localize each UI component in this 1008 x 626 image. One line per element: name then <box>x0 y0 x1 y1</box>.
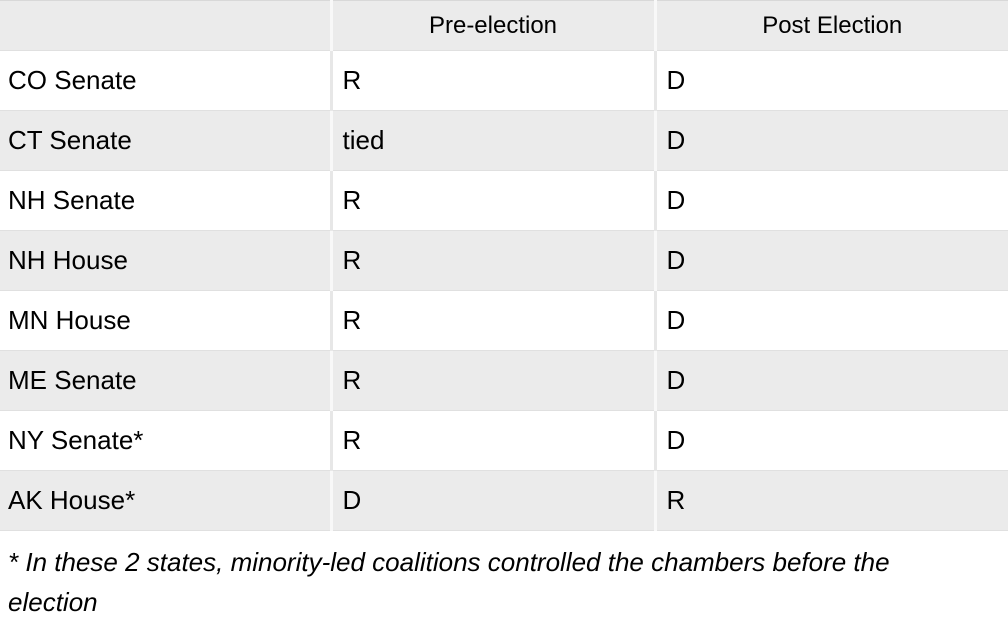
table-row: NH House R D <box>0 230 1008 291</box>
pre-election-cell: D <box>329 470 655 531</box>
pre-election-cell: R <box>329 290 655 351</box>
table-footnote: * In these 2 states, minority-led coalit… <box>8 547 890 617</box>
post-election-cell: D <box>653 170 1008 231</box>
header-row: Pre-election Post Election <box>0 0 1008 51</box>
pre-election-cell: R <box>329 50 655 111</box>
post-election-cell: D <box>653 50 1008 111</box>
table-body: CO Senate R D CT Senate tied D NH Senate… <box>0 50 1008 531</box>
chamber-cell: NH House <box>0 230 331 291</box>
chamber-cell: MN House <box>0 290 331 351</box>
post-election-cell: D <box>653 110 1008 171</box>
post-election-cell: D <box>653 410 1008 471</box>
table-row: AK House* D R <box>0 470 1008 531</box>
chamber-cell: NH Senate <box>0 170 331 231</box>
chamber-cell: AK House* <box>0 470 331 531</box>
table-row: CT Senate tied D <box>0 110 1008 171</box>
column-header-pre-election: Pre-election <box>329 0 655 51</box>
table-row: NH Senate R D <box>0 170 1008 231</box>
table-row: CO Senate R D <box>0 50 1008 111</box>
column-header-post-election: Post Election <box>653 0 1008 51</box>
column-header-chamber <box>0 0 331 51</box>
table-row: ME Senate R D <box>0 350 1008 411</box>
post-election-cell: D <box>653 230 1008 291</box>
pre-election-cell: tied <box>329 110 655 171</box>
chamber-cell: NY Senate* <box>0 410 331 471</box>
pre-election-cell: R <box>329 410 655 471</box>
table-row: MN House R D <box>0 290 1008 351</box>
results-table: Pre-election Post Election CO Senate R D… <box>0 0 1008 531</box>
table-row: NY Senate* R D <box>0 410 1008 471</box>
table-header: Pre-election Post Election <box>0 0 1008 51</box>
post-election-cell: R <box>653 470 1008 531</box>
pre-election-cell: R <box>329 170 655 231</box>
post-election-cell: D <box>653 290 1008 351</box>
chamber-cell: CO Senate <box>0 50 331 111</box>
pre-election-cell: R <box>329 230 655 291</box>
post-election-cell: D <box>653 350 1008 411</box>
chamber-cell: CT Senate <box>0 110 331 171</box>
chamber-cell: ME Senate <box>0 350 331 411</box>
pre-election-cell: R <box>329 350 655 411</box>
